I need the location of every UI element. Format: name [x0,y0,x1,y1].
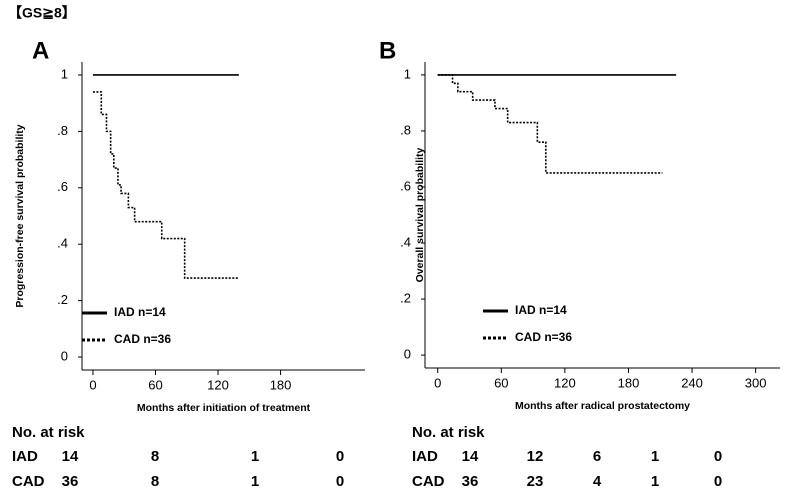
x-tick-label: 240 [681,375,703,390]
risk-count: 8 [151,448,159,465]
risk-count: 14 [62,448,79,465]
panel-label: A [32,37,49,64]
risk-row-label: CAD [12,473,45,490]
y-tick-label: .2 [400,291,411,306]
x-axis-label: Months after initiation of treatment [137,402,311,414]
risk-count: 6 [593,448,601,465]
legend-label: IAD n=14 [515,303,567,317]
risk-count: 36 [62,473,79,490]
risk-table-title: No. at risk [412,424,485,441]
risk-count: 4 [593,473,602,490]
risk-count: 0 [336,473,344,490]
risk-count: 12 [527,448,544,465]
legend-label: CAD n=36 [114,332,171,346]
risk-count: 0 [714,448,722,465]
risk-row-label: IAD [12,448,38,465]
y-tick-label: 1 [404,66,411,81]
risk-row-label: IAD [412,448,438,465]
risk-count: 8 [151,473,159,490]
y-tick-label: .6 [400,178,411,193]
y-axis-label: Overall survival probability [414,147,426,282]
x-tick-label: 300 [745,375,767,390]
risk-count: 1 [651,448,659,465]
x-tick-label: 60 [494,375,508,390]
risk-count: 1 [651,473,659,490]
risk-count: 0 [336,448,344,465]
survival-curve [92,91,239,279]
survival-curve [437,74,663,174]
x-tick-label: 0 [434,375,441,390]
risk-row-label: CAD [412,473,445,490]
x-tick-label: 120 [207,377,229,392]
x-axis-label: Months after radical prostatectomy [515,400,690,412]
y-tick-label: .4 [400,234,411,249]
x-tick-label: 120 [554,375,576,390]
y-tick-label: 1 [61,66,68,81]
y-tick-label: .8 [400,122,411,137]
risk-count: 1 [251,448,259,465]
y-tick-label: .4 [57,236,68,251]
x-tick-label: 180 [270,377,292,392]
y-tick-label: 0 [404,347,411,362]
x-tick-label: 180 [618,375,640,390]
y-axis-label: Progression-free survival probability [14,124,26,307]
y-tick-label: .6 [57,179,68,194]
risk-table-title: No. at risk [12,424,85,441]
panel-label: B [379,37,396,64]
x-tick-label: 0 [89,377,96,392]
risk-count: 23 [527,473,544,490]
y-tick-label: .2 [57,292,68,307]
risk-count: 0 [714,473,722,490]
risk-count: 1 [251,473,259,490]
header: 【GS≧8】 [8,5,76,21]
y-tick-label: .8 [57,123,68,138]
x-tick-label: 60 [148,377,162,392]
legend-label: CAD n=36 [515,330,572,344]
y-tick-label: 0 [61,348,68,363]
risk-count: 14 [462,448,479,465]
risk-count: 36 [462,473,479,490]
legend-label: IAD n=14 [114,305,166,319]
